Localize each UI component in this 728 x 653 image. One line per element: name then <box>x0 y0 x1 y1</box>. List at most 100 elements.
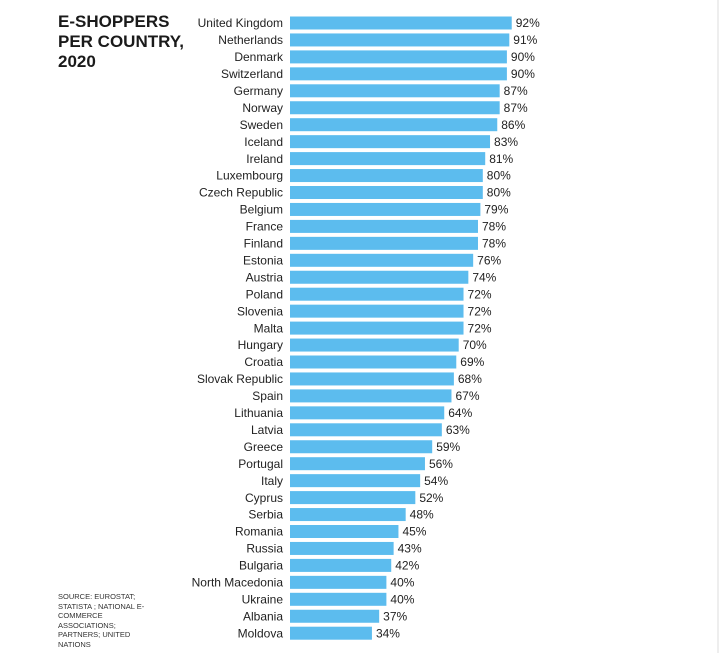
value-label: 64% <box>448 406 472 420</box>
bar <box>290 541 394 555</box>
value-label: 43% <box>398 542 422 556</box>
bar <box>290 67 507 81</box>
value-label: 63% <box>446 423 470 437</box>
bar <box>290 169 483 183</box>
category-label: Bulgaria <box>239 559 283 573</box>
category-label: Norway <box>242 101 283 115</box>
value-label: 54% <box>424 474 448 488</box>
category-label: United Kingdom <box>198 16 283 30</box>
category-label: Slovak Republic <box>197 372 283 386</box>
category-label: Romania <box>235 525 283 539</box>
value-label: 87% <box>504 101 528 115</box>
bar <box>290 101 500 115</box>
value-label: 90% <box>511 50 535 64</box>
bar <box>290 406 445 420</box>
value-label: 72% <box>468 321 492 335</box>
value-label: 72% <box>468 287 492 301</box>
bar <box>290 236 478 250</box>
value-label: 72% <box>468 304 492 318</box>
source-note: SOURCE: EUROSTAT; STATISTA ; NATIONAL E-… <box>58 592 145 649</box>
value-label: 56% <box>429 457 453 471</box>
category-label: Belgium <box>240 203 283 217</box>
bar <box>290 84 500 98</box>
value-label: 40% <box>390 592 414 606</box>
bar <box>290 508 406 522</box>
bar <box>290 474 421 488</box>
category-label: Lithuania <box>234 406 283 420</box>
category-label: France <box>246 220 284 234</box>
bar <box>290 202 481 216</box>
category-label: Spain <box>252 389 283 403</box>
bar <box>290 626 372 640</box>
bar <box>290 575 387 589</box>
bar <box>290 270 469 284</box>
value-label: 74% <box>472 270 496 284</box>
value-label: 90% <box>511 67 535 81</box>
bar <box>290 118 498 132</box>
bar <box>290 457 425 471</box>
value-label: 40% <box>390 576 414 590</box>
bar <box>290 287 464 301</box>
bar <box>290 491 416 505</box>
category-label: Iceland <box>244 135 283 149</box>
category-label: North Macedonia <box>192 576 284 590</box>
category-label: Slovenia <box>237 304 283 318</box>
bar <box>290 33 510 47</box>
bar <box>290 152 486 166</box>
bar <box>290 558 392 572</box>
bar <box>290 321 464 335</box>
category-label: Luxembourg <box>216 169 283 183</box>
value-label: 37% <box>383 609 407 623</box>
bar <box>290 50 507 64</box>
category-label: Czech Republic <box>199 186 283 200</box>
value-label: 80% <box>487 186 511 200</box>
value-label: 91% <box>513 33 537 47</box>
category-label: Austria <box>246 270 284 284</box>
chart-title: E-SHOPPERS PER COUNTRY, 2020 <box>58 12 184 71</box>
category-label: Croatia <box>244 355 283 369</box>
category-label: Russia <box>246 542 283 556</box>
value-label: 81% <box>489 152 513 166</box>
category-label: Hungary <box>238 338 283 352</box>
category-label: Serbia <box>248 508 283 522</box>
value-label: 92% <box>516 16 540 30</box>
bar <box>290 525 399 538</box>
category-label: Ireland <box>246 152 283 166</box>
category-label: Moldova <box>238 626 284 640</box>
bar <box>290 186 483 199</box>
bar <box>290 372 454 386</box>
bar <box>290 304 464 318</box>
bar <box>290 592 387 606</box>
value-label: 48% <box>410 508 434 522</box>
value-label: 68% <box>458 372 482 386</box>
bar <box>290 219 478 233</box>
value-label: 59% <box>436 440 460 454</box>
bar <box>290 338 459 352</box>
value-label: 67% <box>455 389 479 403</box>
bar <box>290 135 491 149</box>
category-label: Denmark <box>234 50 284 64</box>
value-label: 87% <box>504 84 528 98</box>
bar <box>290 16 512 30</box>
value-label: 78% <box>482 237 506 251</box>
value-label: 34% <box>376 626 400 640</box>
value-label: 45% <box>402 525 426 539</box>
bar <box>290 389 452 403</box>
category-label: Germany <box>234 84 283 98</box>
value-label: 52% <box>419 491 443 505</box>
value-label: 69% <box>460 355 484 369</box>
bar <box>290 609 380 623</box>
category-label: Latvia <box>251 423 283 437</box>
category-label: Estonia <box>243 253 283 267</box>
value-label: 80% <box>487 169 511 183</box>
category-label: Ukraine <box>242 592 284 606</box>
bar <box>290 253 474 267</box>
bar <box>290 423 442 437</box>
category-label: Greece <box>244 440 284 454</box>
bar <box>290 355 457 369</box>
value-label: 86% <box>501 118 525 132</box>
category-label: Switzerland <box>221 67 283 81</box>
value-label: 76% <box>477 253 501 267</box>
value-label: 78% <box>482 220 506 234</box>
